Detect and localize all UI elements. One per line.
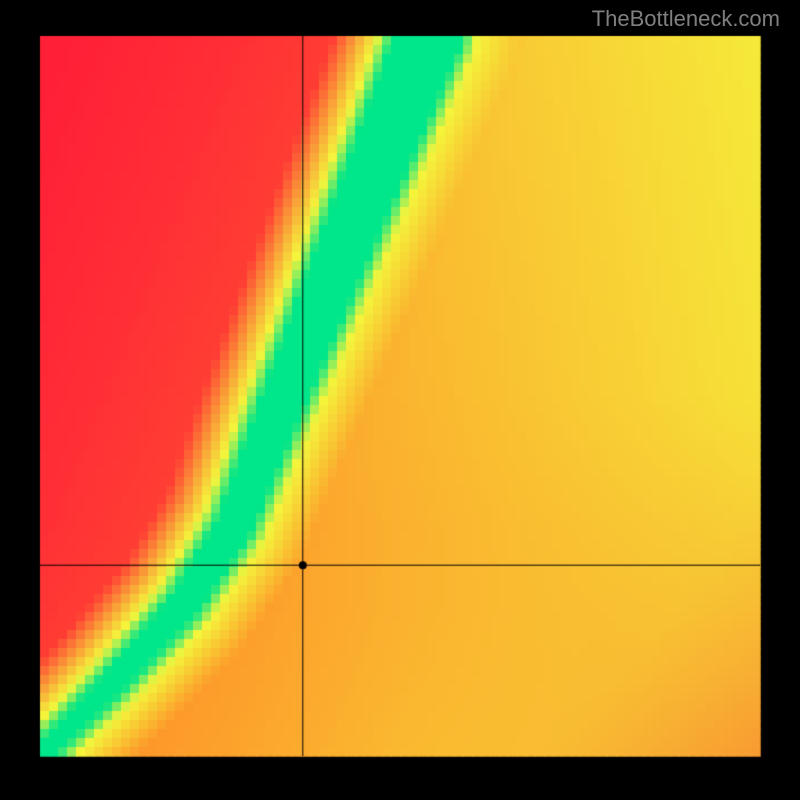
watermark-text: TheBottleneck.com (592, 6, 780, 32)
chart-container: TheBottleneck.com (0, 0, 800, 800)
heatmap-canvas (0, 0, 800, 800)
